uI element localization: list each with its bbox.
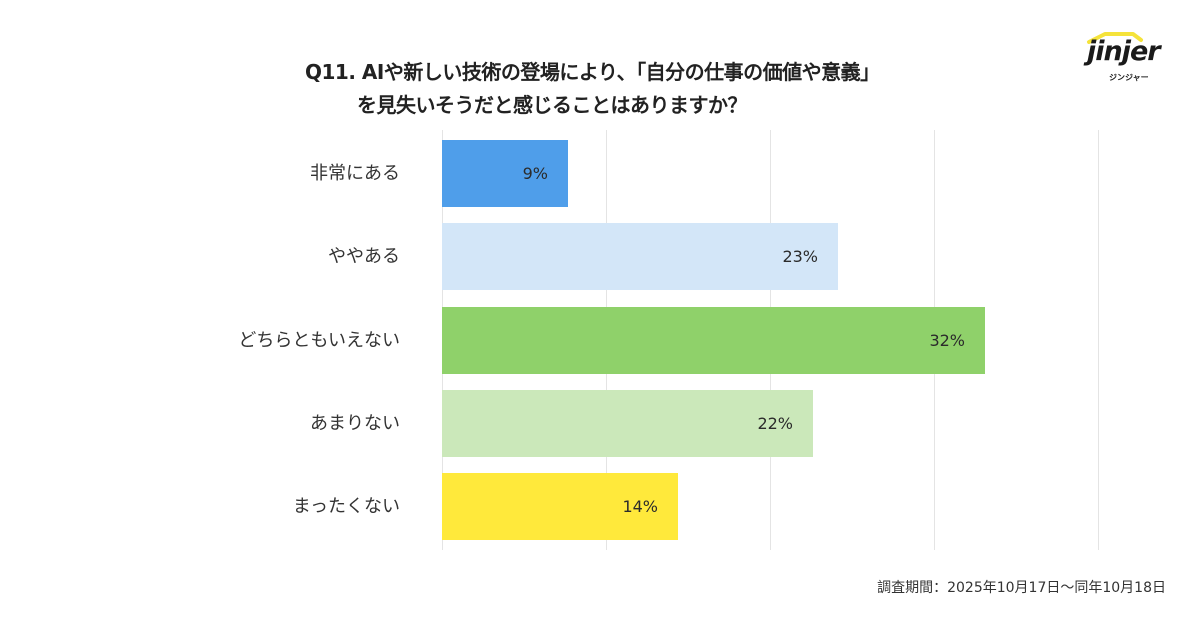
bar: 9% bbox=[442, 140, 568, 207]
chart-title-line-1: Q11. AIや新しい技術の登場により、「自分の仕事の価値や意義」 bbox=[305, 60, 880, 84]
bar: 23% bbox=[442, 223, 838, 290]
bar-value-label: 23% bbox=[782, 247, 818, 266]
bar: 14% bbox=[442, 473, 678, 540]
logo-roof-icon bbox=[1087, 32, 1143, 44]
category-label: あまりない bbox=[310, 413, 400, 434]
category-label: どちらともいえない bbox=[238, 330, 400, 351]
category-label: 非常にある bbox=[310, 163, 400, 184]
category-label: まったくない bbox=[292, 496, 400, 517]
chart-title-line-2: を見失いそうだと感じることはありますか？ bbox=[357, 93, 748, 117]
logo-wordmark: jinjer bbox=[1087, 36, 1161, 67]
bar-value-label: 22% bbox=[757, 414, 793, 433]
survey-period: 調査期間：2025年10月17日〜同年10月18日 bbox=[877, 580, 1166, 596]
gridline bbox=[1098, 130, 1099, 550]
bar-value-label: 9% bbox=[522, 164, 548, 183]
logo-kana: ジンジャー bbox=[1109, 73, 1149, 82]
bar: 22% bbox=[442, 390, 813, 457]
bar: 32% bbox=[442, 307, 985, 374]
bar-value-label: 32% bbox=[929, 331, 965, 350]
bar-value-label: 14% bbox=[622, 497, 658, 516]
category-label: ややある bbox=[328, 246, 400, 267]
jinjer-logo: jinjer ジンジャー bbox=[1085, 30, 1165, 82]
